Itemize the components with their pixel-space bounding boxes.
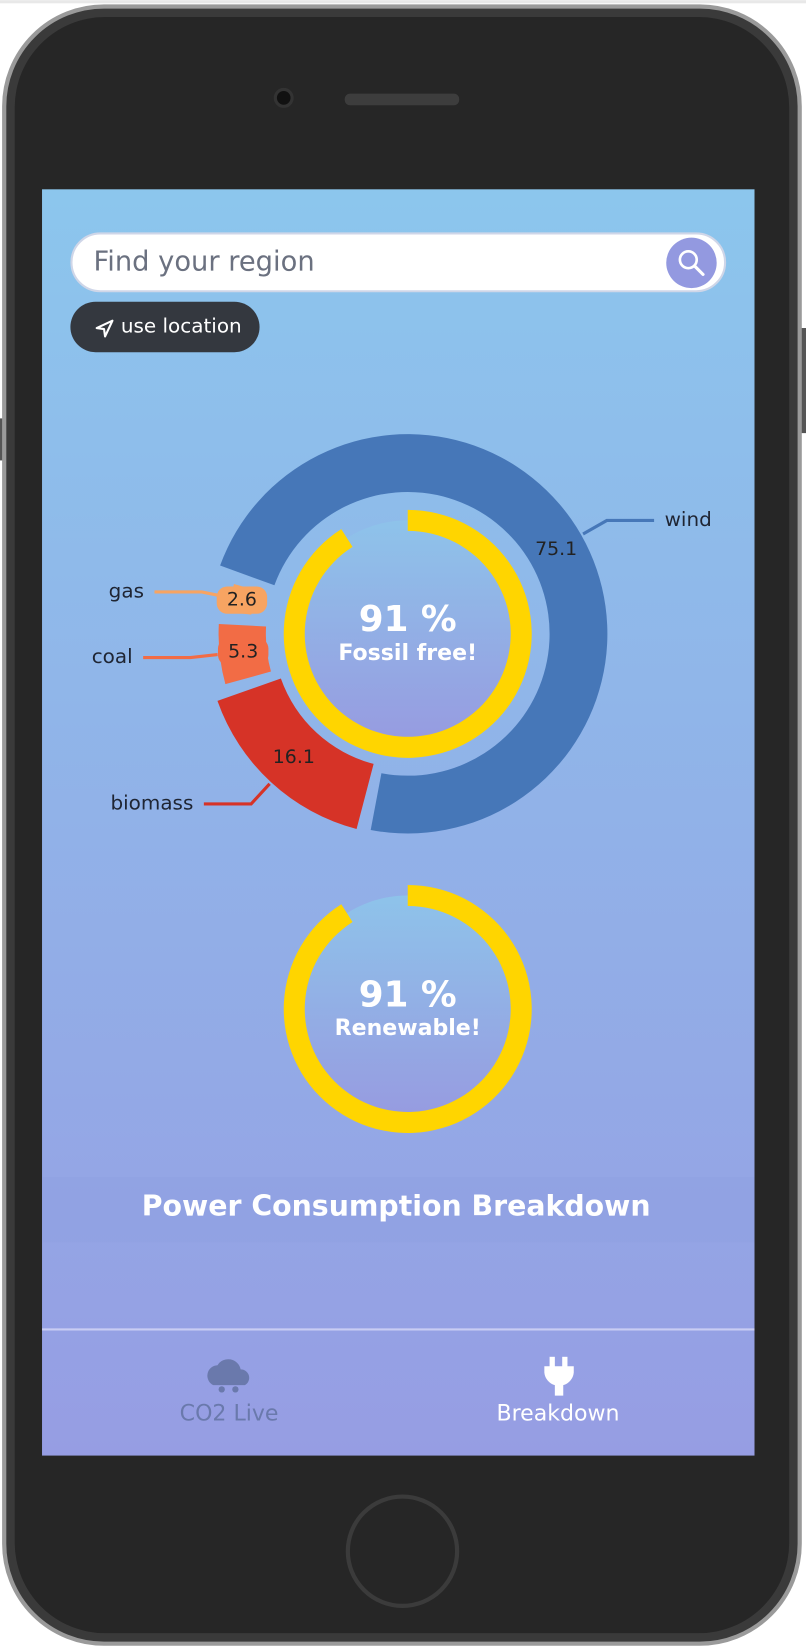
leader-line	[203, 782, 271, 806]
plug-icon	[544, 1366, 574, 1396]
top-edge	[0, 0, 806, 4]
use-location-button[interactable]	[70, 301, 260, 353]
leader-line	[582, 518, 655, 536]
leader-line	[143, 652, 218, 660]
side-button	[799, 328, 806, 434]
donut-chart: 75.1 wind 16.1 biomass 5.3 coal 2.6 gas	[92, 434, 712, 834]
category-label: coal	[92, 644, 133, 668]
category-label: gas	[109, 578, 144, 602]
category-label: wind	[665, 507, 712, 531]
nav-co2-live[interactable]: CO2 Live	[180, 1359, 279, 1427]
value-label: 5.3	[228, 640, 258, 662]
value-label: 16.1	[273, 746, 315, 768]
nav-label: CO2 Live	[180, 1402, 279, 1427]
speaker	[344, 93, 460, 106]
leader-line	[154, 590, 229, 599]
gauge-caption: Renewable!	[335, 1016, 481, 1041]
value-label-bg	[216, 586, 268, 614]
search-icon	[693, 264, 705, 277]
gauge-value: 91 %	[359, 599, 457, 640]
value-label: 2.6	[227, 589, 257, 611]
value-label: 75.1	[535, 538, 577, 560]
category-label: biomass	[110, 790, 193, 814]
cloud-icon	[232, 1386, 239, 1393]
cloud-icon	[218, 1386, 225, 1393]
nav-breakdown[interactable]: Breakdown	[496, 1356, 620, 1427]
gauge-face	[294, 895, 522, 1123]
plug-icon	[549, 1356, 555, 1368]
title-band	[42, 1177, 755, 1243]
gauge-caption: Fossil free!	[338, 641, 477, 666]
value-label-bg	[217, 638, 269, 666]
search-icon	[678, 250, 699, 270]
use-location-label: use location	[121, 313, 242, 337]
location-icon	[95, 319, 114, 338]
gauges: 91 %Fossil free!91 %Renewable!	[283, 509, 532, 1133]
gauge-value: 91 %	[359, 974, 457, 1015]
search-placeholder: Find your region	[94, 246, 315, 277]
home-button[interactable]	[345, 1494, 460, 1608]
nav-label: Breakdown	[496, 1402, 619, 1427]
section-title: Power Consumption Breakdown	[142, 1190, 651, 1223]
donut-segment	[217, 678, 374, 829]
cloud-icon	[207, 1359, 250, 1386]
camera	[273, 87, 294, 108]
search-button[interactable]	[666, 237, 717, 289]
donut-segment	[220, 434, 608, 834]
plug-icon	[562, 1356, 568, 1368]
search-input[interactable]	[70, 232, 727, 293]
gauge-face	[294, 520, 522, 748]
